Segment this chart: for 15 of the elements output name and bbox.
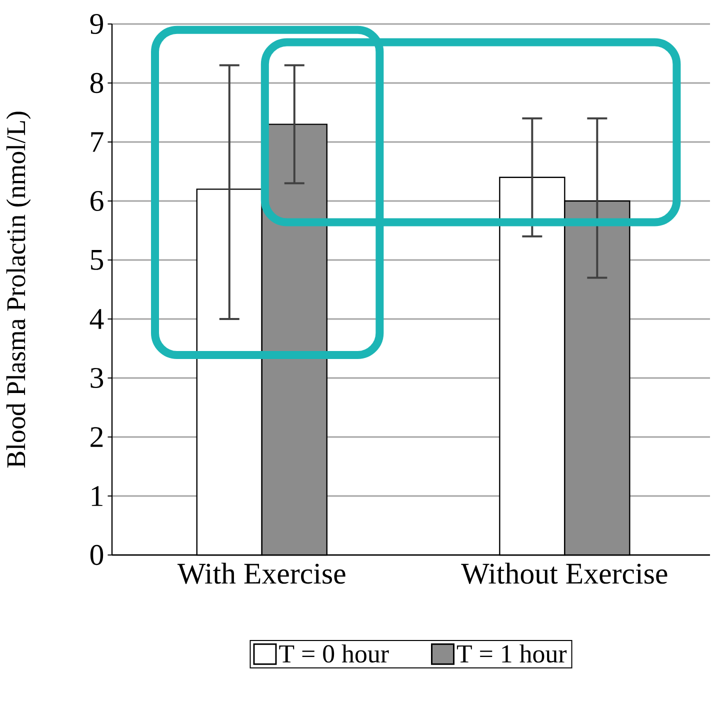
x-tick-label: With Exercise bbox=[177, 562, 346, 584]
y-tick-label: 5 bbox=[91, 250, 104, 270]
y-tick-label: 7 bbox=[91, 132, 104, 152]
y-tick-label: 2 bbox=[90, 427, 103, 447]
y-tick-label: 6 bbox=[90, 190, 104, 212]
y-tick-label: 9 bbox=[90, 14, 104, 34]
legend-label: T = 1 hour bbox=[456, 644, 567, 663]
y-tick-label: 4 bbox=[90, 309, 104, 329]
y-tick-label: 8 bbox=[90, 72, 104, 94]
y-axis-title: Blood Plasma Prolactin (nmol/L) bbox=[6, 112, 31, 468]
y-tick-label: 1 bbox=[92, 486, 102, 506]
legend-label: T = 0 hour bbox=[279, 644, 389, 663]
x-tick-label: Without Exercise bbox=[461, 562, 668, 584]
y-tick-label: 0 bbox=[90, 544, 104, 566]
y-tick-label: 3 bbox=[90, 368, 104, 388]
